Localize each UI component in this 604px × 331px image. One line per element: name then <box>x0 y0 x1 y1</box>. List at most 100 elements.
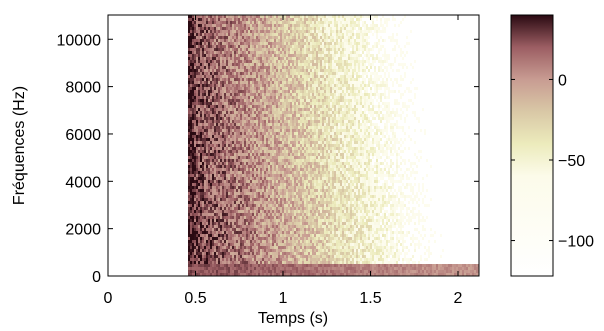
heatmap-cell <box>192 90 194 93</box>
heatmap-cell <box>196 201 198 204</box>
heatmap-cell <box>224 159 226 162</box>
heatmap-cell <box>242 270 244 273</box>
heatmap-cell <box>278 186 280 189</box>
heatmap-cell <box>254 228 256 231</box>
heatmap-cell <box>222 24 224 27</box>
heatmap-cell <box>190 111 192 114</box>
heatmap-cell <box>226 48 228 51</box>
heatmap-cell <box>248 171 250 174</box>
heatmap-cell <box>276 207 278 210</box>
heatmap-cell <box>256 153 258 156</box>
heatmap-cell <box>300 213 302 216</box>
heatmap-cell <box>272 66 274 69</box>
heatmap-cell <box>274 144 276 147</box>
heatmap-cell <box>236 252 238 255</box>
heatmap-cell <box>236 156 238 159</box>
heatmap-cell <box>280 81 282 84</box>
heatmap-cell <box>228 63 230 66</box>
heatmap-cell <box>286 84 288 87</box>
heatmap-cell <box>210 102 212 105</box>
heatmap-cell <box>240 243 242 246</box>
heatmap-cell <box>278 240 280 243</box>
heatmap-cell <box>216 222 218 225</box>
heatmap-cell <box>276 42 278 45</box>
heatmap-cell <box>236 105 238 108</box>
heatmap-cell <box>250 15 252 18</box>
heatmap-cell <box>288 219 290 222</box>
heatmap-cell <box>258 54 260 57</box>
heatmap-cell <box>202 144 204 147</box>
heatmap-cell <box>206 237 208 240</box>
heatmap-cell <box>190 213 192 216</box>
heatmap-cell <box>236 249 238 252</box>
heatmap-cell <box>258 261 260 264</box>
heatmap-cell <box>226 126 228 129</box>
heatmap-cell <box>278 84 280 87</box>
heatmap-cell <box>234 222 236 225</box>
heatmap-cell <box>236 150 238 153</box>
heatmap-cell <box>260 42 262 45</box>
heatmap-cell <box>272 231 274 234</box>
heatmap-cell <box>300 72 302 75</box>
heatmap-cell <box>190 273 192 276</box>
heatmap-cell <box>188 177 190 180</box>
heatmap-cell <box>198 210 200 213</box>
heatmap-cell <box>250 69 252 72</box>
heatmap-cell <box>244 246 246 249</box>
heatmap-cell <box>248 231 250 234</box>
heatmap-cell <box>256 192 258 195</box>
heatmap-cell <box>278 51 280 54</box>
heatmap-cell <box>216 216 218 219</box>
heatmap-cell <box>222 270 224 273</box>
heatmap-cell <box>272 54 274 57</box>
heatmap-cell <box>288 270 290 273</box>
heatmap-cell <box>284 72 286 75</box>
heatmap-cell <box>224 180 226 183</box>
heatmap-cell <box>254 204 256 207</box>
heatmap-cell <box>226 24 228 27</box>
heatmap-cell <box>200 18 202 21</box>
heatmap-cell <box>220 93 222 96</box>
heatmap-cell <box>190 87 192 90</box>
heatmap-cell <box>242 261 244 264</box>
heatmap-cell <box>198 222 200 225</box>
heatmap-cell <box>218 186 220 189</box>
heatmap-cell <box>220 171 222 174</box>
heatmap-cell <box>244 117 246 120</box>
heatmap-cell <box>272 222 274 225</box>
heatmap-cell <box>270 144 272 147</box>
heatmap-cell <box>270 237 272 240</box>
heatmap-cell <box>268 165 270 168</box>
heatmap-cell <box>284 87 286 90</box>
heatmap-cell <box>218 273 220 276</box>
heatmap-cell <box>266 165 268 168</box>
heatmap-cell <box>252 99 254 102</box>
heatmap-cell <box>220 42 222 45</box>
heatmap-cell <box>284 174 286 177</box>
heatmap-cell <box>208 249 210 252</box>
heatmap-cell <box>240 258 242 261</box>
heatmap-cell <box>290 120 292 123</box>
heatmap-cell <box>278 27 280 30</box>
heatmap-cell <box>192 231 194 234</box>
heatmap-cell <box>196 228 198 231</box>
heatmap-cell <box>252 198 254 201</box>
heatmap-cell <box>286 213 288 216</box>
heatmap-cell <box>278 180 280 183</box>
heatmap-cell <box>278 237 280 240</box>
heatmap-cell <box>302 21 304 24</box>
heatmap-cell <box>210 60 212 63</box>
heatmap-cell <box>276 240 278 243</box>
heatmap-cell <box>260 246 262 249</box>
heatmap-cell <box>212 63 214 66</box>
heatmap-cell <box>226 99 228 102</box>
heatmap-cell <box>244 51 246 54</box>
heatmap-cell <box>278 81 280 84</box>
heatmap-cell <box>266 117 268 120</box>
heatmap-cell <box>228 207 230 210</box>
heatmap-cell <box>244 114 246 117</box>
heatmap-cell <box>202 54 204 57</box>
heatmap-cell <box>206 63 208 66</box>
heatmap-cell <box>280 246 282 249</box>
heatmap-cell <box>206 90 208 93</box>
